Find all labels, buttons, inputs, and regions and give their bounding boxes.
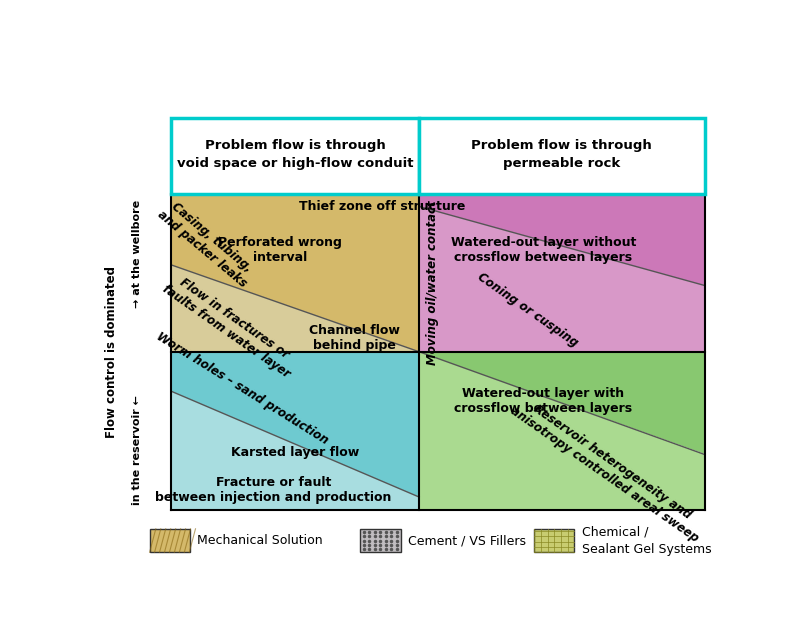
Polygon shape: [171, 391, 419, 509]
Text: Watered-out layer with
crossflow between layers: Watered-out layer with crossflow between…: [454, 387, 632, 415]
FancyBboxPatch shape: [419, 118, 705, 194]
Polygon shape: [419, 194, 705, 286]
Text: Flow control is dominated: Flow control is dominated: [105, 266, 118, 438]
Text: Watered-out layer without
crossflow between layers: Watered-out layer without crossflow betw…: [450, 236, 636, 264]
FancyBboxPatch shape: [171, 118, 419, 194]
Text: Fracture or fault
between injection and production: Fracture or fault between injection and …: [155, 476, 392, 504]
Bar: [534, 529, 574, 552]
Bar: [360, 529, 401, 552]
Text: Mechanical Solution: Mechanical Solution: [198, 534, 323, 547]
Polygon shape: [419, 352, 705, 455]
Text: Casing, tubing,
and packer leaks: Casing, tubing, and packer leaks: [155, 196, 259, 289]
Polygon shape: [171, 194, 419, 352]
Text: Chemical /
Sealant Gel Systems: Chemical / Sealant Gel Systems: [582, 525, 711, 556]
Polygon shape: [171, 265, 419, 352]
Text: Flow in fractures or
faults from water layer: Flow in fractures or faults from water l…: [160, 270, 301, 380]
Text: Reservoir heterogeneity and
anisotropy controlled areal sweep: Reservoir heterogeneity and anisotropy c…: [507, 392, 709, 544]
Text: Thief zone off structure: Thief zone off structure: [299, 200, 466, 212]
Polygon shape: [419, 207, 705, 352]
Text: in the reservoir ←: in the reservoir ←: [132, 395, 142, 505]
Text: Worm holes – sand production: Worm holes – sand production: [154, 330, 331, 447]
Text: → at the wellbore: → at the wellbore: [132, 200, 142, 308]
Text: Problem flow is through
permeable rock: Problem flow is through permeable rock: [471, 139, 652, 170]
Text: Channel flow
behind pipe: Channel flow behind pipe: [309, 324, 400, 352]
Bar: [150, 529, 190, 552]
Text: Coning or cusping: Coning or cusping: [475, 270, 581, 350]
Text: Perforated wrong
interval: Perforated wrong interval: [218, 236, 342, 264]
Polygon shape: [171, 352, 419, 497]
Polygon shape: [419, 352, 705, 509]
Text: Karsted layer flow: Karsted layer flow: [231, 446, 359, 459]
Text: Cement / VS Fillers: Cement / VS Fillers: [408, 534, 526, 547]
Text: Problem flow is through
void space or high-flow conduit: Problem flow is through void space or hi…: [177, 139, 414, 170]
Text: Moving oil/water contact: Moving oil/water contact: [426, 200, 439, 365]
